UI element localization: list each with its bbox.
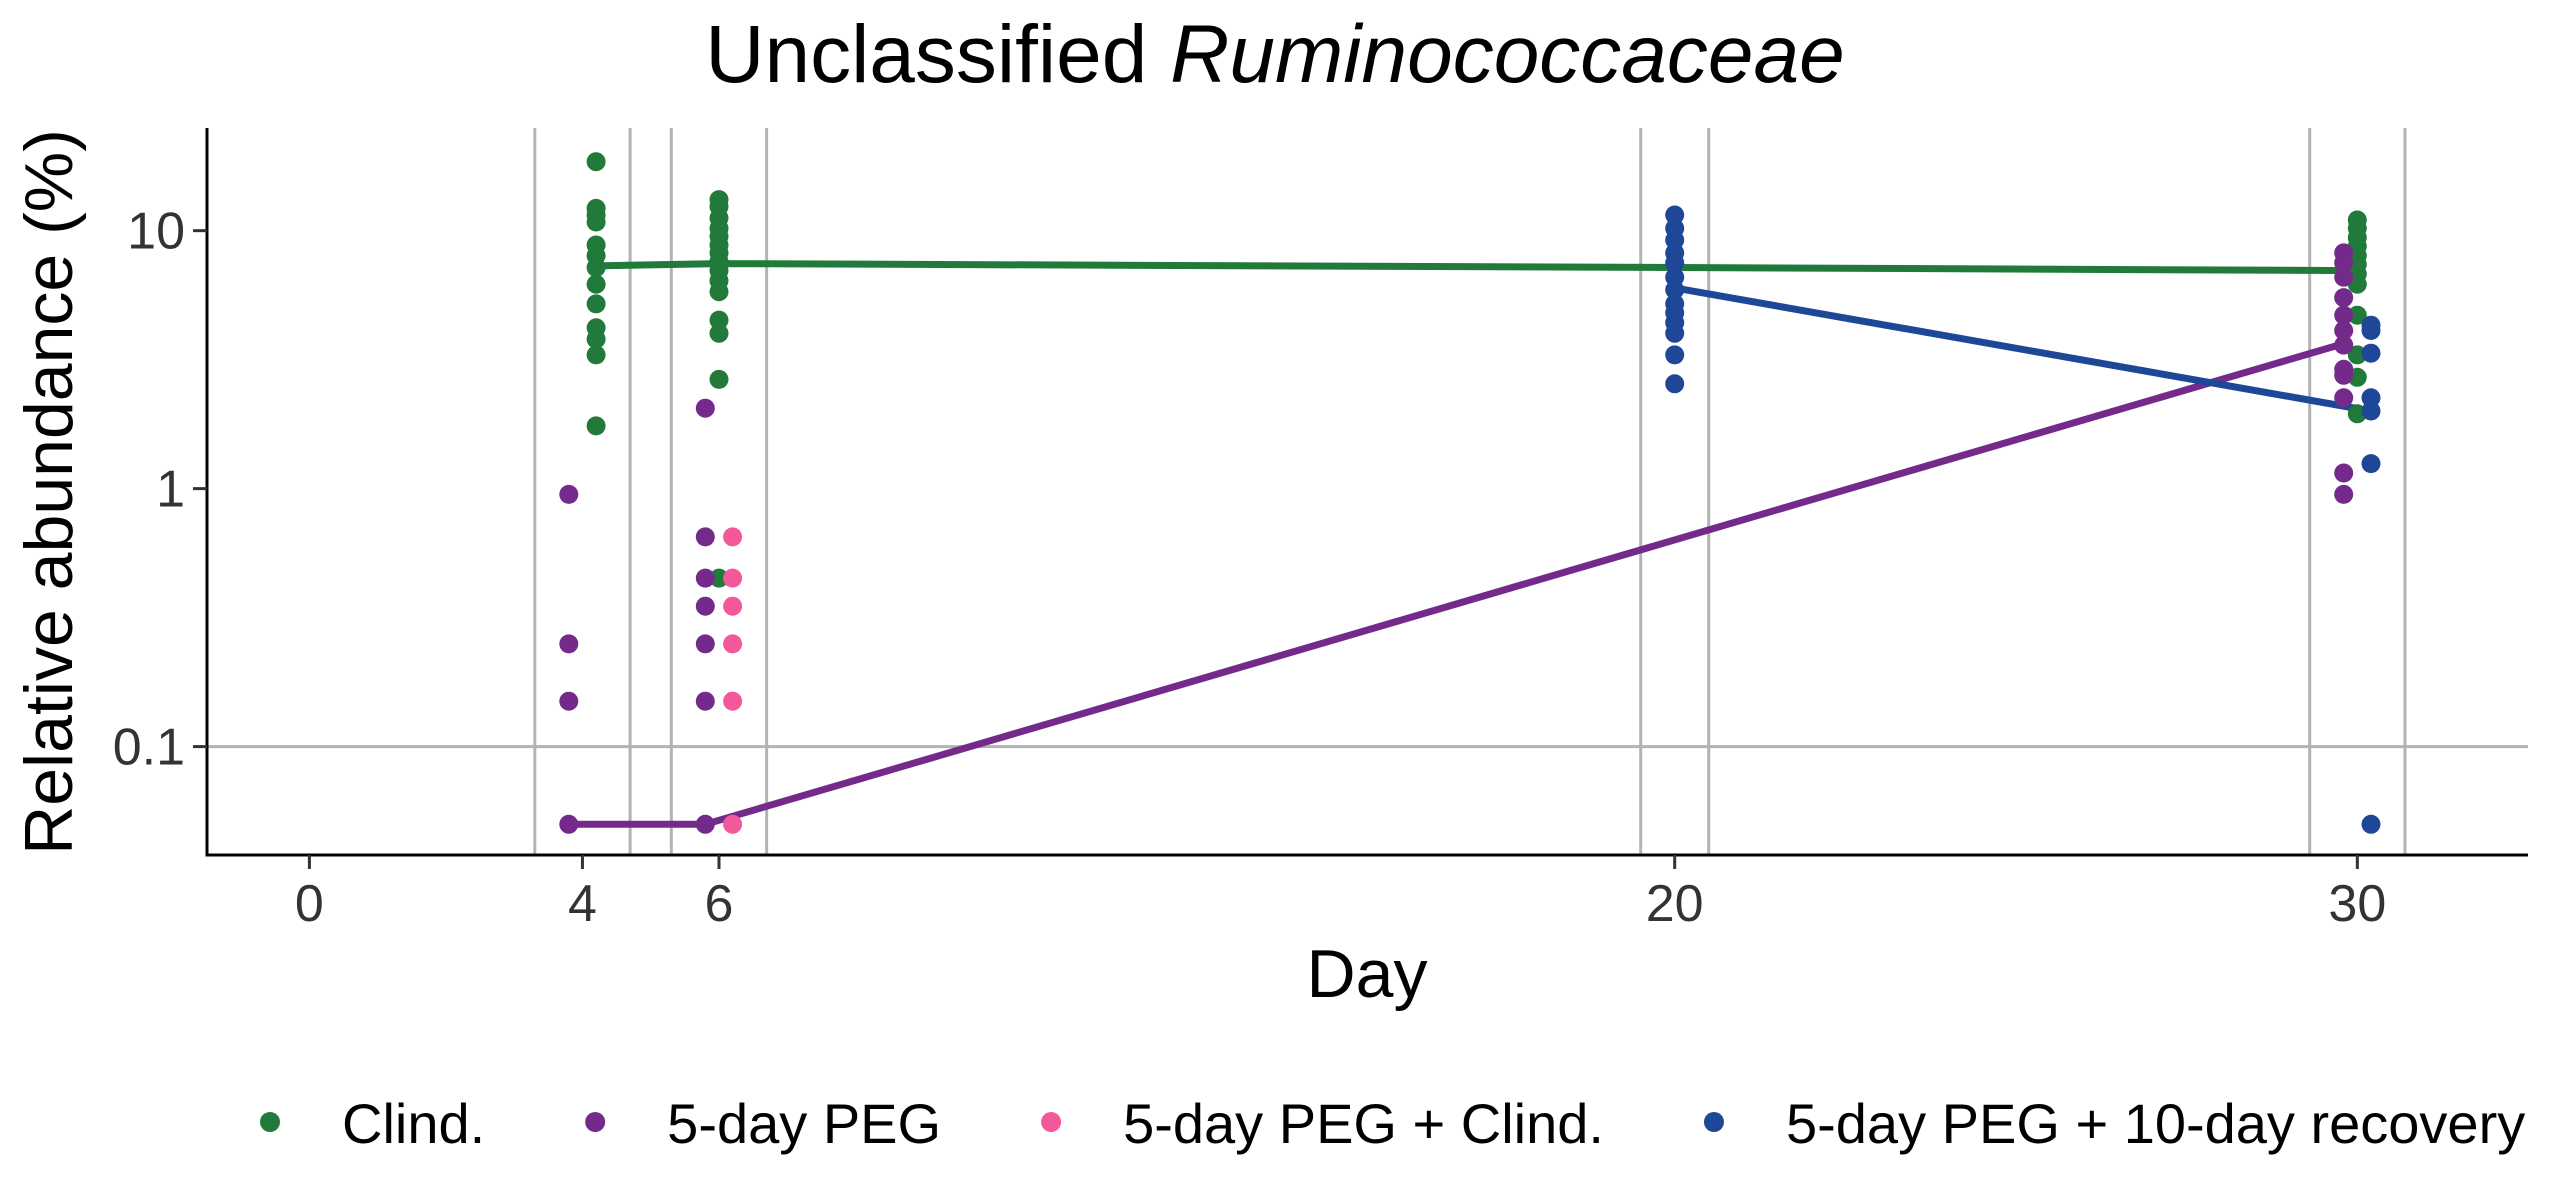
legend-label-3: 5-day PEG + 10-day recovery bbox=[1786, 1092, 2525, 1155]
y-tick-label-1: 1 bbox=[156, 461, 185, 519]
point-series-3-10 bbox=[1665, 323, 1685, 343]
y-tick-label-2: 10 bbox=[127, 203, 185, 261]
chart-title-italic: Ruminococcaceae bbox=[1170, 9, 1845, 100]
point-series-1-0 bbox=[559, 484, 579, 504]
point-series-0-7 bbox=[586, 274, 606, 294]
point-series-2-5 bbox=[723, 814, 743, 834]
point-series-1-20 bbox=[2334, 388, 2354, 408]
point-series-3-16 bbox=[2361, 388, 2381, 408]
x-tick-label-0: 0 bbox=[295, 875, 324, 933]
point-series-0-10 bbox=[586, 329, 606, 349]
point-series-1-4 bbox=[695, 398, 715, 418]
point-series-0-6 bbox=[586, 258, 606, 277]
point-series-2-0 bbox=[723, 527, 743, 547]
point-series-0-25 bbox=[709, 323, 729, 343]
data-points bbox=[559, 152, 2381, 834]
point-series-1-22 bbox=[2334, 484, 2354, 504]
trend-line-series-0 bbox=[596, 260, 2358, 275]
trend-line-series-3 bbox=[1674, 284, 2372, 415]
x-axis-title: Day bbox=[1307, 936, 1428, 1012]
point-series-1-7 bbox=[695, 596, 715, 616]
x-tick-label-3: 20 bbox=[1646, 875, 1704, 933]
point-series-1-9 bbox=[695, 691, 715, 711]
trend-lines bbox=[568, 260, 2372, 828]
point-series-1-5 bbox=[695, 527, 715, 547]
point-series-3-19 bbox=[2361, 814, 2381, 834]
point-series-1-16 bbox=[2334, 321, 2354, 340]
point-series-0-36 bbox=[2347, 305, 2367, 325]
legend: Clind. 5-day PEG 5-day PEG + Clind. 5-day P… bbox=[260, 1092, 2525, 1155]
point-series-3-0 bbox=[1665, 205, 1685, 225]
point-series-0-3 bbox=[586, 212, 606, 232]
y-ticks: 0.1 1 10 bbox=[113, 203, 207, 777]
point-series-3-11 bbox=[1665, 345, 1685, 365]
point-series-1-21 bbox=[2334, 463, 2354, 483]
y-tick-label-0: 0.1 bbox=[113, 719, 185, 777]
legend-label-0: Clind. bbox=[342, 1092, 485, 1155]
point-series-1-2 bbox=[559, 691, 579, 711]
x-tick-label-4: 30 bbox=[2328, 875, 2386, 933]
legend-label-2: 5-day PEG + Clind. bbox=[1123, 1092, 1604, 1155]
point-series-0-23 bbox=[709, 282, 729, 302]
grid-lines bbox=[207, 128, 2528, 855]
point-series-1-8 bbox=[695, 634, 715, 654]
point-series-3-14 bbox=[2361, 321, 2381, 340]
point-series-3-17 bbox=[2361, 401, 2381, 421]
point-series-2-4 bbox=[723, 691, 743, 711]
point-series-1-19 bbox=[2334, 365, 2354, 385]
point-series-1-15 bbox=[2334, 305, 2354, 325]
point-series-2-2 bbox=[723, 596, 743, 616]
point-series-1-6 bbox=[695, 568, 715, 588]
point-series-0-11 bbox=[586, 345, 606, 365]
point-series-0-0 bbox=[586, 152, 606, 172]
point-series-0-12 bbox=[586, 416, 606, 436]
point-series-3-18 bbox=[2361, 454, 2381, 474]
chart-title-main: Unclassified bbox=[705, 9, 1147, 100]
x-tick-label-2: 6 bbox=[705, 875, 734, 933]
point-series-1-13 bbox=[2334, 267, 2354, 287]
y-axis-title: Relative abundance (%) bbox=[11, 129, 87, 855]
legend-key-2 bbox=[1041, 1112, 1062, 1132]
point-series-0-27 bbox=[709, 568, 729, 588]
point-series-1-17 bbox=[2334, 335, 2354, 355]
point-series-0-24 bbox=[709, 310, 729, 330]
point-series-1-3 bbox=[559, 814, 579, 834]
point-series-2-3 bbox=[723, 634, 743, 654]
legend-key-3 bbox=[1703, 1112, 1724, 1132]
x-ticks: 0 4 6 20 30 bbox=[295, 855, 2386, 933]
point-series-1-14 bbox=[2334, 288, 2354, 308]
point-series-1-12 bbox=[2334, 253, 2354, 273]
legend-label-1: 5-day PEG bbox=[667, 1092, 941, 1155]
legend-key-0 bbox=[260, 1112, 280, 1132]
point-series-0-8 bbox=[586, 294, 606, 314]
point-series-1-10 bbox=[695, 814, 715, 834]
chart-title: Unclassified Ruminococcaceae bbox=[705, 9, 1844, 100]
point-series-2-1 bbox=[723, 568, 743, 588]
trend-line-series-1 bbox=[568, 340, 2345, 828]
point-series-0-26 bbox=[709, 369, 729, 389]
point-series-3-12 bbox=[1665, 374, 1685, 394]
legend-key-1 bbox=[585, 1112, 606, 1132]
point-series-3-4 bbox=[1665, 253, 1685, 273]
point-series-1-1 bbox=[559, 634, 579, 654]
point-series-3-15 bbox=[2361, 343, 2381, 363]
x-tick-label-1: 4 bbox=[568, 875, 597, 933]
point-series-3-6 bbox=[1665, 280, 1685, 300]
